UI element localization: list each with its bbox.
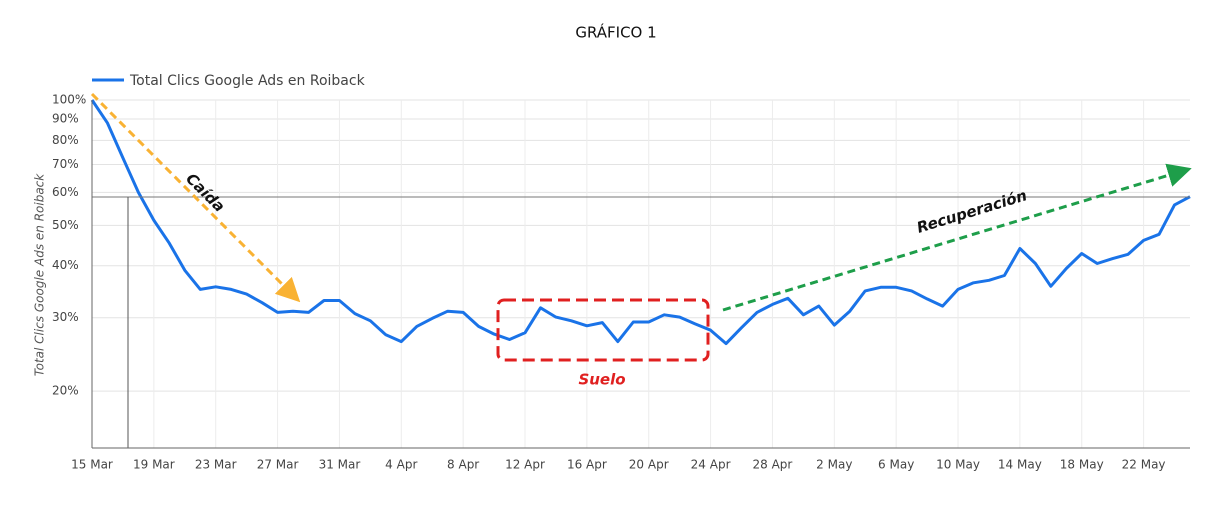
y-tick-label: 40% [52, 258, 79, 272]
x-tick-label: 4 Apr [385, 458, 417, 472]
x-tick-label: 19 Mar [133, 458, 175, 472]
y-tick-label: 60% [52, 185, 79, 199]
plot-area: 20% 30% 40% 50% 60% 70% 80% 90% 100% 15 Mar 19 Mar… [52, 93, 1191, 472]
arrow [90, 92, 301, 303]
x-tick-label: 24 Apr [691, 458, 731, 472]
annotation: Suelo [578, 371, 625, 389]
chart-title: GRÁFICO 1 [575, 23, 656, 42]
x-tick-label: 28 Apr [753, 458, 793, 472]
x-tick-label: 10 May [936, 458, 980, 472]
y-tick-label: 50% [52, 218, 79, 232]
x-tick-label: 15 Mar [71, 458, 113, 472]
y-axis-label: Total Clics Google Ads en Roiback [33, 173, 47, 377]
y-tick-label: 100% [52, 93, 86, 107]
x-tick-label: 16 Apr [567, 458, 607, 472]
legend-label: Total Clics Google Ads en Roiback [129, 73, 366, 89]
line [90, 99, 1191, 346]
highlight-box [496, 298, 710, 362]
x-tick-label: 8 Apr [447, 458, 479, 472]
x-tick-label: 6 May [878, 458, 914, 472]
x-tick-label: 27 Mar [257, 458, 299, 472]
arrow [722, 163, 1192, 312]
x-tick-label: 2 May [816, 458, 852, 472]
x-tick-label: 12 Apr [505, 458, 545, 472]
x-tick-label: 20 Apr [629, 458, 669, 472]
annotation: Recuperación [915, 186, 1029, 237]
y-tick-label: 20% [52, 384, 79, 398]
x-tick-label: 14 May [998, 458, 1042, 472]
x-tick-label: 31 Mar [319, 458, 361, 472]
x-tick-label: 22 May [1122, 458, 1166, 472]
x-tick-label: 23 Mar [195, 458, 237, 472]
x-tick-label: 18 May [1060, 458, 1104, 472]
y-tick-label: 30% [52, 310, 79, 324]
y-tick-label: 90% [52, 112, 79, 126]
y-tick-label: 80% [52, 133, 79, 147]
y-tick-label: 70% [52, 157, 79, 171]
